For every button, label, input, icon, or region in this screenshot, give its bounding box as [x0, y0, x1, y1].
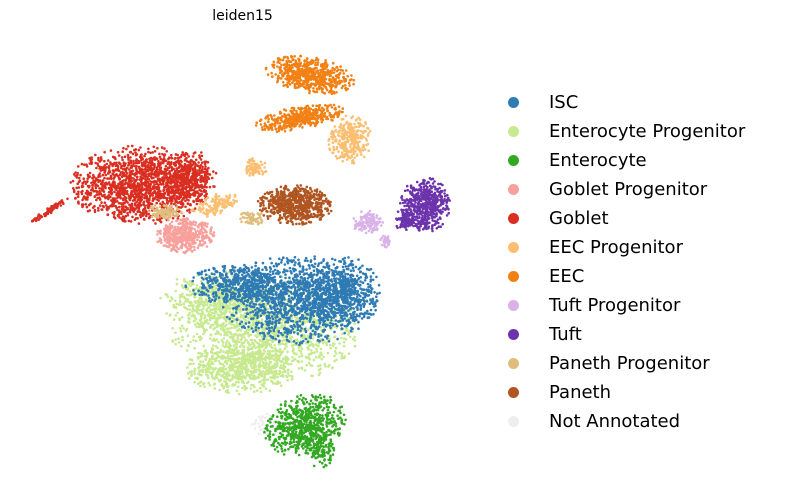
- legend-item: Goblet Progenitor: [500, 175, 745, 204]
- legend-marker: [508, 358, 519, 369]
- legend-item: Enterocyte Progenitor: [500, 117, 745, 146]
- legend-marker: [508, 155, 519, 166]
- legend-marker: [508, 271, 519, 282]
- legend-label: EEC: [549, 266, 585, 287]
- cluster-points: [190, 193, 238, 218]
- cluster-points: [245, 157, 268, 177]
- legend-label: Enterocyte Progenitor: [549, 121, 746, 142]
- legend-item: Enterocyte: [500, 146, 745, 175]
- cluster-points: [254, 103, 345, 134]
- legend-label: Paneth Progenitor: [549, 353, 710, 374]
- legend-item: EEC Progenitor: [500, 233, 745, 262]
- legend: ISC Enterocyte Progenitor Enterocyte Goblet…: [500, 88, 745, 436]
- cluster-points: [304, 432, 336, 469]
- cluster-points: [186, 344, 290, 396]
- legend-marker: [508, 97, 519, 108]
- cluster-points: [239, 211, 264, 226]
- legend-label: EEC Progenitor: [549, 237, 683, 258]
- legend-item: Tuft: [500, 320, 745, 349]
- legend-label: Goblet Progenitor: [549, 179, 708, 200]
- cluster-points: [263, 393, 347, 457]
- legend-label: Not Annotated: [549, 411, 681, 432]
- cluster-points: [30, 197, 69, 223]
- legend-item: ISC: [500, 88, 745, 117]
- legend-marker: [508, 387, 519, 398]
- legend-label: Tuft: [549, 324, 582, 345]
- cluster-points: [184, 263, 293, 304]
- legend-item: Paneth: [500, 378, 745, 407]
- cluster-points: [69, 144, 211, 225]
- cluster-points: [399, 177, 451, 233]
- legend-marker: [508, 329, 519, 340]
- legend-label: ISC: [549, 92, 579, 113]
- cluster-points: [395, 208, 416, 231]
- legend-item: Paneth Progenitor: [500, 349, 745, 378]
- legend-marker: [508, 213, 519, 224]
- legend-marker: [508, 300, 519, 311]
- legend-label: Paneth: [549, 382, 612, 403]
- legend-item: Tuft Progenitor: [500, 291, 745, 320]
- legend-marker: [508, 126, 519, 137]
- cluster-points: [256, 184, 333, 226]
- legend-label: Enterocyte: [549, 150, 647, 171]
- umap-scatter-plot: [30, 54, 451, 469]
- chart-title: leiden15: [212, 8, 273, 24]
- legend-label: Tuft Progenitor: [549, 295, 681, 316]
- legend-item: Not Annotated: [500, 407, 745, 436]
- cluster-points: [352, 209, 385, 235]
- cluster-points: [264, 54, 356, 95]
- legend-label: Goblet: [549, 208, 609, 229]
- cluster-points: [156, 217, 216, 255]
- legend-marker: [508, 416, 519, 427]
- cluster-points: [300, 256, 381, 327]
- legend-item: EEC: [500, 262, 745, 291]
- legend-marker: [508, 184, 519, 195]
- cluster-points: [379, 234, 391, 249]
- cluster-points: [161, 151, 218, 206]
- cluster-points: [327, 114, 372, 165]
- cluster-points: [147, 204, 184, 220]
- legend-marker: [508, 242, 519, 253]
- legend-item: Goblet: [500, 204, 745, 233]
